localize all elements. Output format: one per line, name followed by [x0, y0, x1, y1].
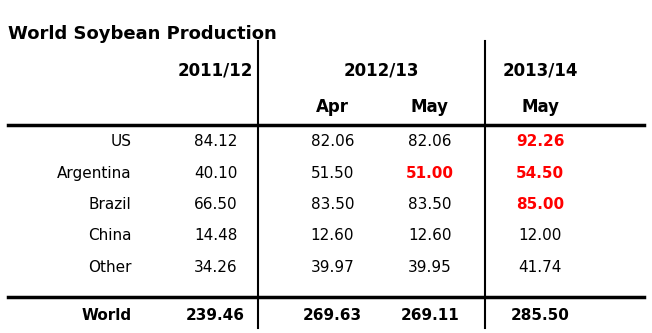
- Text: 14.48: 14.48: [194, 228, 237, 243]
- Text: 2011/12: 2011/12: [178, 62, 254, 80]
- Text: 51.50: 51.50: [311, 166, 354, 180]
- Text: 85.00: 85.00: [516, 197, 564, 212]
- Text: World Soybean Production: World Soybean Production: [8, 25, 276, 43]
- Text: 92.26: 92.26: [516, 134, 565, 149]
- Text: 285.50: 285.50: [511, 308, 570, 323]
- Text: 40.10: 40.10: [194, 166, 237, 180]
- Text: 12.60: 12.60: [408, 228, 452, 243]
- Text: May: May: [521, 98, 559, 116]
- Text: 2012/13: 2012/13: [344, 62, 419, 80]
- Text: 83.50: 83.50: [408, 197, 452, 212]
- Text: 82.06: 82.06: [408, 134, 452, 149]
- Text: 84.12: 84.12: [194, 134, 237, 149]
- Text: Apr: Apr: [316, 98, 349, 116]
- Text: 269.11: 269.11: [400, 308, 459, 323]
- Text: World: World: [81, 308, 131, 323]
- Text: 83.50: 83.50: [311, 197, 354, 212]
- Text: 2013/14: 2013/14: [503, 62, 578, 80]
- Text: 82.06: 82.06: [311, 134, 354, 149]
- Text: 39.97: 39.97: [310, 260, 355, 275]
- Text: 34.26: 34.26: [194, 260, 237, 275]
- Text: 239.46: 239.46: [186, 308, 245, 323]
- Text: Argentina: Argentina: [57, 166, 131, 180]
- Text: US: US: [110, 134, 131, 149]
- Text: 12.00: 12.00: [518, 228, 562, 243]
- Text: May: May: [411, 98, 449, 116]
- Text: 66.50: 66.50: [194, 197, 237, 212]
- Text: 39.95: 39.95: [408, 260, 452, 275]
- Text: 54.50: 54.50: [516, 166, 564, 180]
- Text: 12.60: 12.60: [311, 228, 354, 243]
- Text: Brazil: Brazil: [89, 197, 131, 212]
- Text: China: China: [88, 228, 131, 243]
- Text: Other: Other: [88, 260, 131, 275]
- Text: 41.74: 41.74: [518, 260, 562, 275]
- Text: 269.63: 269.63: [303, 308, 362, 323]
- Text: 51.00: 51.00: [406, 166, 454, 180]
